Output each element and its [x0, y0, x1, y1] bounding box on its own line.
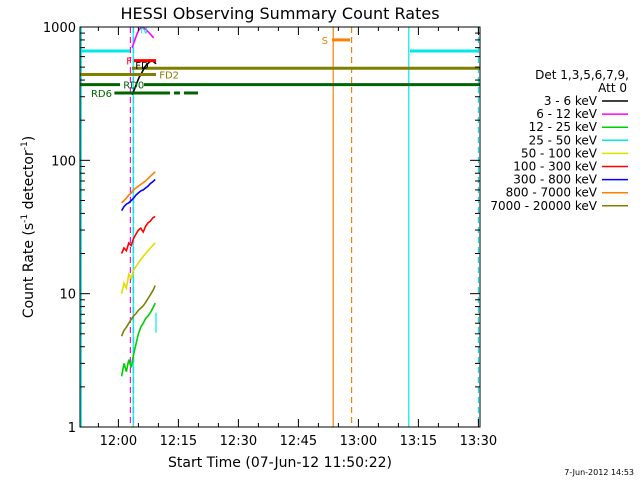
series-lines — [120, 26, 157, 377]
x-tick-label-3: 12:45 — [280, 434, 317, 449]
flag-label-6: RD6 — [91, 89, 112, 100]
y-tick-label-3: 1000 — [43, 21, 76, 36]
series-5-line — [120, 215, 156, 254]
x-axis: 12:00 12:15 12:30 12:45 13:00 13:15 13:30 — [97, 27, 497, 449]
series-6-line — [120, 178, 156, 212]
legend-header-detectors: Det 1,3,5,6,7,9, — [535, 68, 629, 82]
legend-label-0: 3 - 6 keV — [544, 94, 598, 108]
x-tick-label-4: 13:00 — [340, 434, 377, 449]
series-7-line — [121, 171, 156, 204]
legend-label-4: 50 - 100 keV — [521, 146, 598, 160]
x-tick-label-6: 13:30 — [460, 434, 497, 449]
legend-label-3: 25 - 50 keV — [529, 133, 598, 147]
x-tick-label-5: 13:15 — [400, 434, 437, 449]
flag-label-2: FD — [135, 61, 149, 72]
y-axis-label: Count Rate (s-1 detector-1) — [20, 136, 37, 318]
y-tick-label-0: 1 — [68, 421, 76, 436]
legend-header-attenuator: Att 0 — [598, 81, 627, 95]
legend-label-1: 6 - 12 keV — [536, 107, 598, 121]
legend-label-5: 100 - 300 keV — [513, 160, 597, 174]
x-tick-label-0: 12:00 — [100, 434, 137, 449]
y-tick-label-2: 100 — [51, 154, 76, 169]
plot-frame — [79, 26, 481, 428]
flag-label-5: RD0 — [123, 81, 144, 92]
legend-label-7: 800 - 7000 keV — [506, 186, 598, 200]
x-tick-label-2: 12:30 — [220, 434, 257, 449]
band-lines — [80, 49, 480, 87]
flag-label-3: S — [322, 36, 328, 47]
series-8-line — [120, 285, 156, 337]
flag-label-4: FD2 — [159, 71, 179, 82]
flag-label-0: F — [126, 57, 132, 68]
legend-label-8: 7000 - 20000 keV — [490, 199, 597, 213]
x-tick-label-1: 12:15 — [160, 434, 197, 449]
y-tick-label-1: 10 — [59, 288, 76, 303]
series-2-line — [120, 302, 156, 377]
chart-title: HESSI Observing Summary Count Rates — [120, 4, 439, 23]
flag-label-1: N — [140, 25, 147, 36]
flag-bars: F N FD S FD2 RD0 RD6 — [80, 25, 350, 100]
legend-label-6: 300 - 800 keV — [513, 173, 597, 187]
y-axis: 1 10 100 1000 — [43, 21, 480, 436]
legend-label-2: 12 - 25 keV — [529, 120, 598, 134]
timestamp-stamp: 7-Jun-2012 14:53 — [564, 468, 634, 477]
series-1-line — [131, 26, 155, 48]
series-4-line — [120, 242, 156, 294]
x-axis-label: Start Time (07-Jun-12 11:50:22) — [168, 455, 392, 471]
